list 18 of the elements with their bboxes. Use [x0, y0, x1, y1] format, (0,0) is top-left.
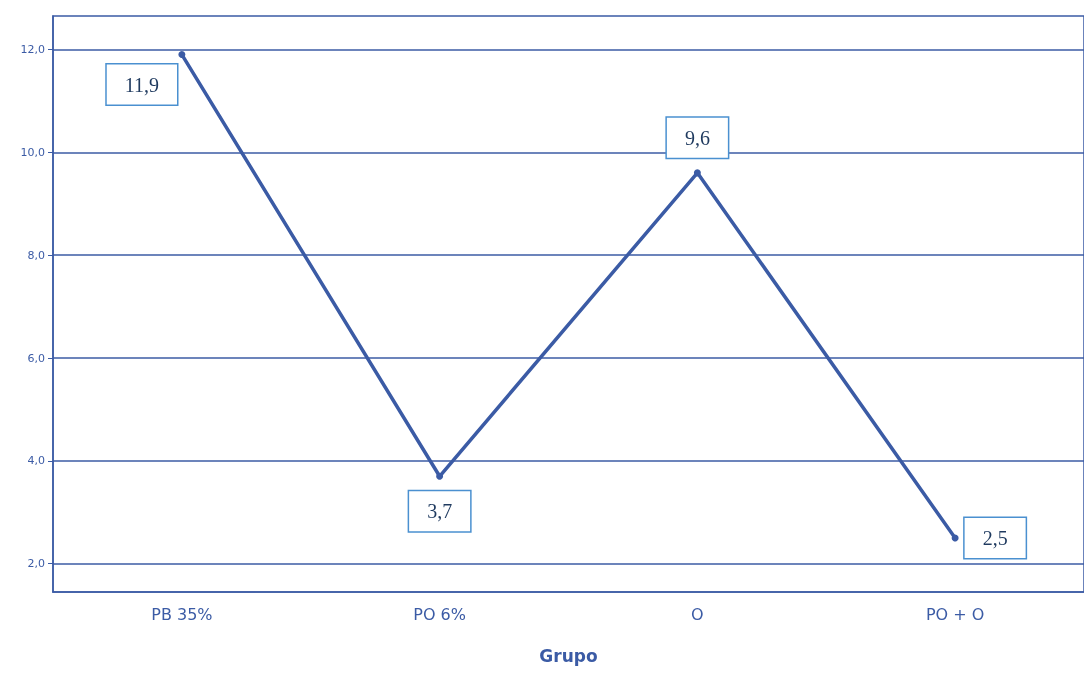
x-tick-label: PB 35% [151, 604, 213, 624]
y-tick-label: 10,0 [20, 145, 45, 159]
x-tick-label: PO 6% [413, 604, 466, 624]
y-tick-label: 8,0 [27, 248, 45, 262]
data-label: 11,9 [124, 73, 160, 96]
point [436, 472, 444, 480]
data-label: 9,6 [684, 126, 710, 149]
y-tick-label: 4,0 [27, 454, 45, 468]
y-tick-label: 6,0 [27, 351, 45, 365]
data-label: 3,7 [427, 500, 453, 523]
point [178, 51, 186, 59]
x-tick-label: PO + O [925, 604, 985, 624]
point [693, 169, 701, 177]
y-tick-label: 12,0 [20, 42, 45, 56]
x-tick-label: O [691, 604, 704, 624]
x-axis-title: Grupo [539, 645, 598, 666]
y-tick-label: 2,0 [27, 557, 45, 571]
data-label: 2,5 [982, 527, 1008, 549]
